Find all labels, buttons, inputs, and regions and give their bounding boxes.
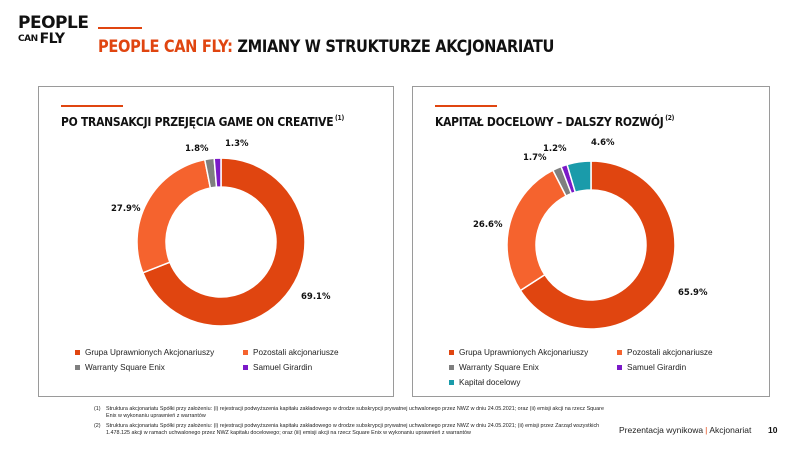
data-label: 26.6% <box>473 220 503 230</box>
legend-label: Kapitał docelowy <box>459 378 521 387</box>
page-title-accent: PEOPLE CAN FLY: <box>98 37 233 57</box>
legend-swatch <box>449 350 454 355</box>
logo-line-1: PEOPLE <box>18 13 89 33</box>
legend-label: Grupa Uprawnionych Akcjonariuszy <box>459 348 589 357</box>
legend-item: Pozostali akcjonariusze <box>617 348 785 357</box>
data-label: 69.1% <box>301 292 331 302</box>
logo-line-2: CAN FLY <box>18 32 78 46</box>
footer-presentation: Prezentacja wynikowa <box>619 425 704 435</box>
legend-item: Kapitał docelowy <box>449 378 617 387</box>
data-label: 1.3% <box>225 139 249 149</box>
data-label: 1.7% <box>523 153 547 163</box>
data-label: 27.9% <box>111 204 141 214</box>
chart-legend: Grupa Uprawnionych Akcjonariuszy Pozosta… <box>449 345 785 390</box>
donut-slice <box>213 157 222 188</box>
data-label: 1.2% <box>543 144 567 154</box>
donut-chart-after-transaction: 69.1% 27.9% 1.8% 1.3% <box>111 139 331 327</box>
panel-title-text: PO TRANSAKCJI PRZEJĘCIA GAME ON CREATIVE <box>61 114 334 129</box>
panel-title: KAPITAŁ DOCELOWY – DALSZY ROZWÓJ (2) <box>435 114 674 129</box>
panel-title-text: KAPITAŁ DOCELOWY – DALSZY ROZWÓJ <box>435 114 664 129</box>
legend-label: Samuel Girardin <box>253 363 313 372</box>
donut-slice <box>566 160 592 194</box>
legend-row: Grupa Uprawnionych Akcjonariuszy Pozosta… <box>75 345 411 360</box>
legend-row: Warranty Square Enix Samuel Girardin <box>449 360 785 375</box>
legend-swatch <box>449 380 454 385</box>
legend-swatch <box>75 350 80 355</box>
data-label: 4.6% <box>591 138 615 148</box>
legend-row: Grupa Uprawnionych Akcjonariuszy Pozosta… <box>449 345 785 360</box>
page-title-rest: ZMIANY W STRUKTURZE AKCJONARIATU <box>232 37 555 57</box>
footnote: (2) Struktura akcjonariatu Spółki przy za… <box>94 423 614 438</box>
donut-chart-target-capital: 65.9% 26.6% 1.7%1.2% 4.6% <box>473 138 708 330</box>
legend-item: Warranty Square Enix <box>75 363 243 372</box>
legend-swatch <box>449 365 454 370</box>
footnote-text: Struktura akcjonariatu Spółki przy założ… <box>106 422 600 436</box>
legend-swatch <box>243 350 248 355</box>
legend-row: Kapitał docelowy <box>449 375 785 390</box>
panel-accent-rule <box>435 105 497 107</box>
legend-label: Warranty Square Enix <box>85 363 165 372</box>
footer-section: Prezentacja wynikowa | Akcjonariat <box>619 425 751 435</box>
donut-slice <box>519 160 676 330</box>
legend-label: Pozostali akcjonariusze <box>627 348 713 357</box>
donut-slice <box>141 157 306 327</box>
logo-large-text: FLY <box>39 31 65 47</box>
logo-small-text: CAN <box>18 34 38 44</box>
footnote-number: (1) <box>94 406 101 412</box>
legend-item: Samuel Girardin <box>617 363 785 372</box>
title-accent-rule <box>98 27 142 29</box>
donut-slice <box>136 158 212 274</box>
chart-legend: Grupa Uprawnionych Akcjonariuszy Pozosta… <box>75 345 411 375</box>
legend-row: Warranty Square Enix Samuel Girardin <box>75 360 411 375</box>
page-title: PEOPLE CAN FLY: ZMIANY W STRUKTURZE AKCJ… <box>98 37 554 57</box>
footnote-text: Struktura akcjonariatu Spółki przy założ… <box>106 406 604 420</box>
page-number: 10 <box>768 425 778 435</box>
panel-target-capital: KAPITAŁ DOCELOWY – DALSZY ROZWÓJ (2) 65.9… <box>412 86 770 397</box>
footnote-number: (2) <box>94 422 101 429</box>
legend-label: Pozostali akcjonariusze <box>253 348 339 357</box>
legend-item: Grupa Uprawnionych Akcjonariuszy <box>449 348 617 357</box>
footer-section-name: Akcjonariat <box>709 425 752 435</box>
footnotes: (1) Struktura akcjonariatu Spółki przy za… <box>94 406 614 439</box>
legend-label: Grupa Uprawnionych Akcjonariuszy <box>85 348 215 357</box>
panel-title: PO TRANSAKCJI PRZEJĘCIA GAME ON CREATIVE… <box>61 114 344 129</box>
legend-label: Samuel Girardin <box>627 363 687 372</box>
legend-item: Pozostali akcjonariusze <box>243 348 411 357</box>
legend-item: Samuel Girardin <box>243 363 411 372</box>
donut-slice <box>506 169 568 292</box>
footer-separator: | <box>705 425 708 435</box>
panel-title-note: (1) <box>335 114 344 122</box>
legend-item: Grupa Uprawnionych Akcjonariuszy <box>75 348 243 357</box>
data-label: 65.9% <box>678 288 708 298</box>
panel-title-note: (2) <box>665 114 675 122</box>
legend-swatch <box>75 365 80 370</box>
panel-accent-rule <box>61 105 123 107</box>
legend-swatch <box>617 365 622 370</box>
data-label: 1.8% <box>185 144 209 154</box>
legend-swatch <box>617 350 622 355</box>
footnote: (1) Struktura akcjonariatu Spółki przy za… <box>94 406 614 421</box>
panel-after-transaction: PO TRANSAKCJI PRZEJĘCIA GAME ON CREATIVE… <box>38 86 394 397</box>
company-logo: PEOPLE CAN FLY <box>18 13 89 47</box>
legend-item: Warranty Square Enix <box>449 363 617 372</box>
legend-swatch <box>243 365 248 370</box>
legend-label: Warranty Square Enix <box>459 363 539 372</box>
